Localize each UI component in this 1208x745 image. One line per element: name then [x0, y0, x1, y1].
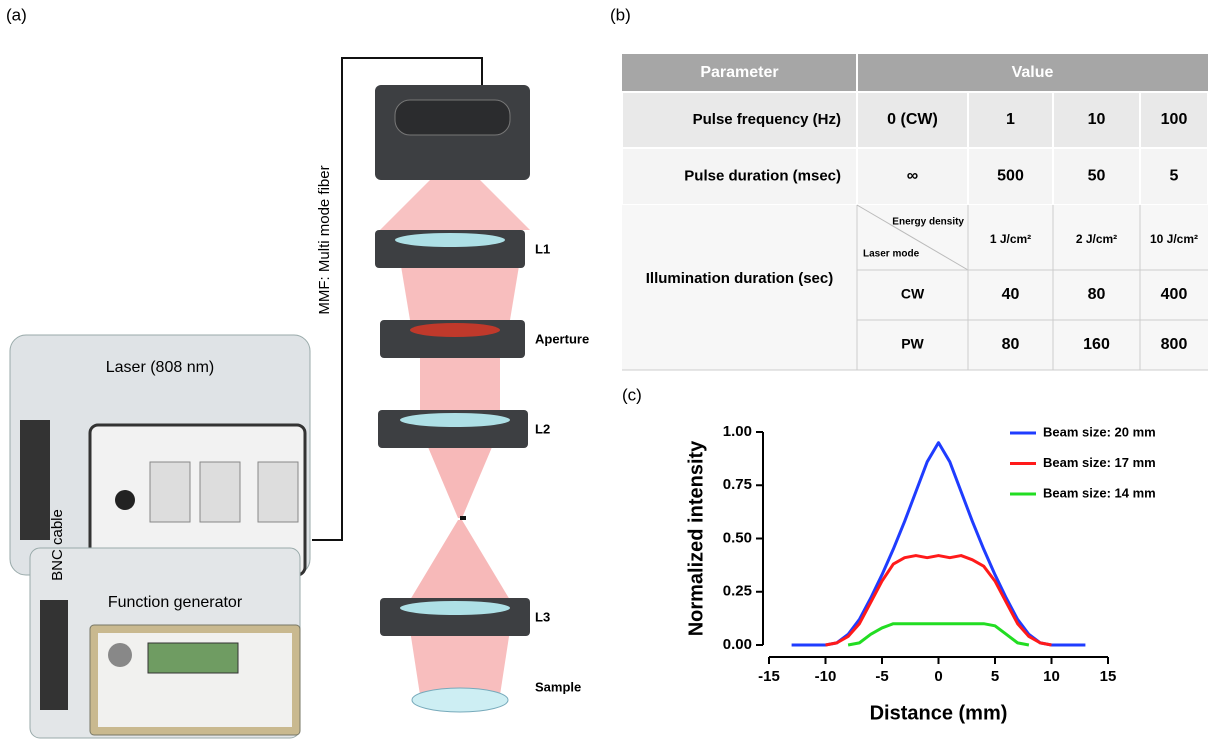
table-cell: 40: [1002, 286, 1020, 303]
generator-vent: [40, 600, 68, 710]
focus: [460, 516, 466, 520]
y-axis-title: Normalized intensity: [685, 440, 707, 636]
laser-vent: [20, 420, 50, 540]
y-tick-label: 0.75: [723, 476, 752, 493]
lens: [395, 233, 505, 247]
fiber-mount-top: [395, 100, 510, 135]
beam: [410, 520, 510, 600]
table-cell: 50: [1088, 168, 1106, 185]
panel-label: (c): [622, 385, 642, 404]
table-cell: 400: [1161, 286, 1188, 303]
generator-label: Function generator: [108, 594, 243, 611]
column-label: 2 J/cm²: [1076, 232, 1117, 246]
x-tick-label: 0: [934, 668, 942, 685]
legend-label: Beam size: 17 mm: [1043, 455, 1156, 470]
beam: [400, 260, 520, 320]
panel-label: (b): [610, 5, 631, 24]
figure: (a) (b) (c) Laser (808 n: [0, 0, 1208, 740]
series-line: [826, 556, 1052, 645]
table-cell: 0 (CW): [887, 111, 938, 128]
y-tick-label: 0.25: [723, 583, 752, 600]
laser-label: Laser (808 nm): [106, 359, 215, 376]
table-cell: 10: [1088, 111, 1106, 128]
optic-label: Aperture: [535, 331, 589, 346]
optic-label: L1: [535, 241, 550, 256]
optic-label: L2: [535, 421, 550, 436]
x-tick-label: 10: [1043, 668, 1060, 685]
optic-label: Sample: [535, 679, 581, 694]
setup-drawing: [10, 58, 530, 738]
series-line: [792, 443, 1086, 645]
beam: [410, 630, 510, 695]
beam: [420, 350, 500, 415]
table-cell: 160: [1083, 336, 1110, 353]
lens: [400, 601, 510, 615]
x-tick-label: -10: [815, 668, 837, 685]
aperture: [410, 323, 500, 337]
mode-label: CW: [901, 286, 925, 302]
x-axis-title: Distance (mm): [870, 702, 1008, 724]
column-label: 10 J/cm²: [1150, 232, 1198, 246]
table-cell: 5: [1170, 168, 1179, 185]
x-tick-label: 5: [991, 668, 999, 685]
y-tick-label: 0.00: [723, 636, 752, 653]
lens: [400, 413, 510, 427]
bnc-label: BNC cable: [49, 509, 66, 581]
table-header: Parameter: [700, 64, 778, 81]
row-label: Pulse frequency (Hz): [693, 111, 841, 128]
laser-key: [115, 490, 135, 510]
row-label: Illumination duration (sec): [646, 270, 834, 287]
panel-label: (a): [6, 5, 27, 24]
y-tick-label: 0.50: [723, 529, 752, 546]
laser-slot: [258, 462, 298, 522]
series-line: [848, 624, 1029, 645]
table-cell: 1: [1006, 111, 1015, 128]
optic-label: L3: [535, 609, 550, 624]
x-tick-label: -15: [758, 668, 780, 685]
beam: [380, 180, 530, 230]
table-cell: 500: [997, 168, 1024, 185]
table-cell: 800: [1161, 336, 1188, 353]
mode-label: PW: [901, 336, 924, 352]
table-header: Value: [1012, 64, 1054, 81]
legend-label: Beam size: 14 mm: [1043, 485, 1156, 500]
table-cell: 100: [1161, 111, 1188, 128]
fiber-label: MMF: Multi mode fiber: [316, 165, 333, 314]
x-tick-label: 15: [1100, 668, 1117, 685]
legend-label: Beam size: 20 mm: [1043, 424, 1156, 439]
table-cell: 80: [1088, 286, 1106, 303]
sample-dish: [412, 688, 508, 712]
column-label: 1 J/cm²: [990, 232, 1031, 246]
optic-labels: L1 Aperture L2 L3 Sample: [535, 241, 589, 694]
corner-label: Energy density: [892, 217, 964, 228]
table-cell: ∞: [907, 168, 918, 185]
generator-display: [148, 643, 238, 673]
corner-label: Laser mode: [863, 249, 920, 260]
laser-slot: [200, 462, 240, 522]
row-label: Pulse duration (msec): [684, 167, 841, 184]
laser-slot: [150, 462, 190, 522]
x-tick-label: -5: [875, 668, 888, 685]
y-tick-label: 1.00: [723, 423, 752, 440]
beam: [425, 440, 495, 518]
table-cell: 80: [1002, 336, 1020, 353]
generator-knob: [108, 643, 132, 667]
